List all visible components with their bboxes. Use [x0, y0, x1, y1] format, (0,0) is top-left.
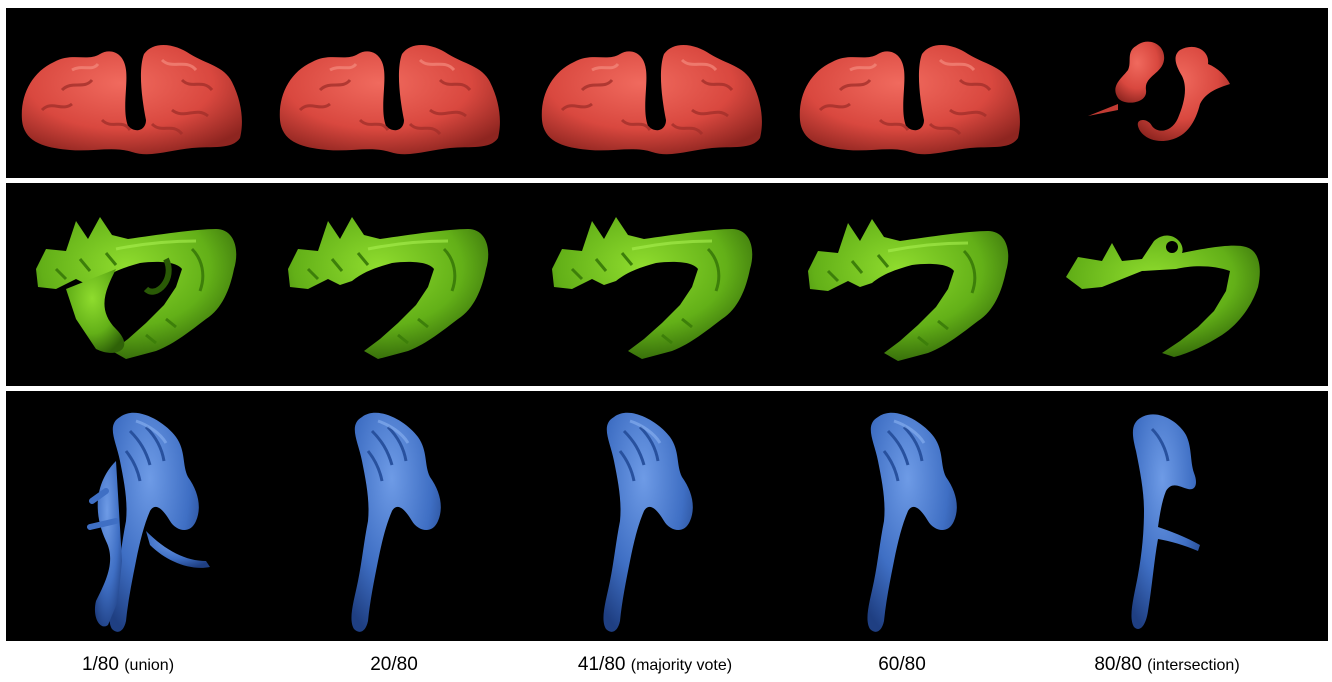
green-structure-20-80: [286, 215, 490, 361]
red-structure-20-80: [278, 43, 502, 156]
green-structure-panel: [6, 183, 1328, 386]
blue-structure-panel: [6, 391, 1328, 641]
blue-structure-20-80: [349, 411, 443, 634]
red-structure-80-80: [1088, 41, 1230, 142]
column-label-main: 80/80: [1094, 654, 1142, 675]
blue-structure-1-80: [90, 413, 210, 632]
column-label-main: 60/80: [878, 654, 926, 675]
red-structure-row: [20, 41, 1230, 156]
column-label-sub: (intersection): [1147, 657, 1240, 674]
red-structure-41-80: [540, 43, 764, 156]
column-label-main: 20/80: [370, 654, 418, 675]
blue-structure-row: [6, 391, 1202, 641]
blue-structure-41-80: [601, 411, 695, 634]
red-structure-panel: [6, 8, 1328, 178]
blue-structure-80-80: [1129, 412, 1202, 631]
column-label-1-80: 1/80 (union): [82, 652, 174, 679]
column-label-main: 41/80: [577, 654, 626, 675]
green-structure-41-80: [550, 215, 754, 361]
red-structure-60-80: [798, 43, 1022, 156]
blue-structure-60-80: [865, 411, 959, 634]
column-label-20-80: 20/80: [370, 652, 418, 678]
column-labels: 1/80 (union) 20/80 41/80 (majority vote)…: [0, 652, 1332, 680]
red-structure-1-80: [20, 43, 244, 156]
green-structure-60-80: [806, 217, 1010, 363]
column-label-41-80: 41/80 (majority vote): [578, 652, 732, 679]
column-label-80-80: 80/80 (intersection): [1094, 652, 1239, 679]
column-label-sub: (majority vote): [630, 657, 733, 674]
green-structure-row: [6, 183, 1260, 363]
green-structure-1-80: [36, 217, 236, 359]
column-label-main: 1/80: [81, 654, 119, 675]
column-label-sub: (union): [124, 657, 175, 674]
green-structure-80-80: [1066, 235, 1260, 357]
column-label-60-80: 60/80: [878, 652, 926, 678]
